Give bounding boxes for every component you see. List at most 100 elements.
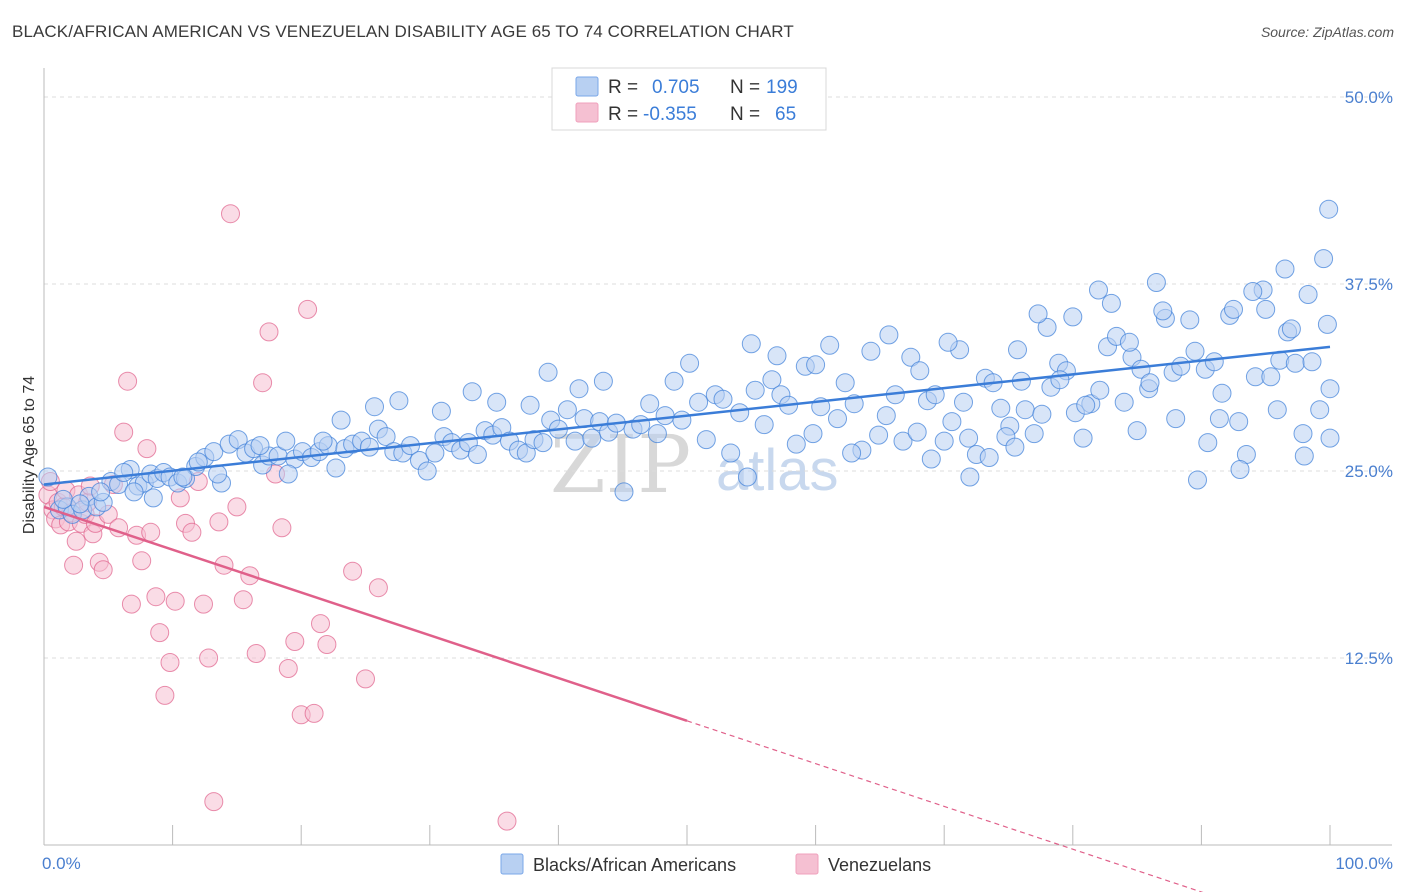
black-african-american-point <box>640 394 660 414</box>
black-african-american-point <box>786 434 806 454</box>
black-african-american-point <box>359 437 379 457</box>
black-african-american-point <box>1127 421 1147 441</box>
chart-title: BLACK/AFRICAN AMERICAN VS VENEZUELAN DIS… <box>12 22 794 41</box>
venezuelan-point <box>285 632 305 651</box>
black-african-american-point <box>557 400 577 420</box>
venezuelan-point <box>368 578 388 598</box>
venezuelan-point <box>259 322 279 342</box>
venezuelan-point <box>155 685 175 705</box>
black-african-american-point <box>835 373 855 393</box>
black-african-american-point <box>1114 392 1134 412</box>
black-african-american-point <box>1028 304 1048 324</box>
black-african-american-point <box>538 362 558 382</box>
venezuelan-point <box>118 371 138 391</box>
venezuelan-point <box>253 373 273 393</box>
black-african-american-point <box>533 433 553 453</box>
black-african-american-point <box>1050 370 1070 390</box>
black-african-american-point <box>1294 446 1314 466</box>
regression-line-blacks <box>43 345 1331 486</box>
black-african-american-point <box>991 398 1011 418</box>
venezuelan-point <box>246 644 266 663</box>
black-african-american-point <box>1256 299 1276 319</box>
black-african-american-point <box>365 397 384 417</box>
venezuelan-point <box>311 614 330 634</box>
venezuelan-point <box>497 811 517 831</box>
black-african-american-point <box>1024 424 1044 444</box>
venezuelan-point <box>272 518 292 538</box>
black-african-american-point <box>907 422 927 442</box>
source-credit: Source: ZipAtlas.com <box>1260 24 1394 40</box>
black-african-american-point <box>1171 356 1191 376</box>
black-african-american-point <box>1320 428 1340 448</box>
black-african-american-point <box>655 406 675 426</box>
black-african-american-point <box>1209 409 1229 429</box>
black-african-american-point <box>672 410 692 430</box>
black-african-american-point <box>1015 400 1035 420</box>
black-african-american-point <box>1285 353 1305 373</box>
black-african-american-point <box>1166 409 1186 429</box>
legend-r-value-2: -0.355 <box>643 104 697 125</box>
black-african-american-point <box>593 371 613 391</box>
venezuelan-point <box>343 561 363 581</box>
black-african-american-point <box>582 428 602 448</box>
legend-n-value-1: 199 <box>766 77 798 98</box>
venezuelan-point <box>227 497 247 517</box>
venezuelan-point <box>66 531 86 551</box>
black-african-american-point <box>921 449 941 469</box>
black-african-american-point <box>828 409 847 429</box>
bottom-legend-label-venezuelans: Venezuelans <box>828 855 931 875</box>
venezuelan-point <box>356 669 375 689</box>
bottom-legend-label-blacks: Blacks/African Americans <box>533 855 736 875</box>
venezuelan-point <box>214 555 234 575</box>
venezuelan-point <box>121 594 141 614</box>
venezuelan-point <box>160 653 180 672</box>
venezuelan-point <box>114 422 134 442</box>
black-african-american-point <box>1198 433 1218 453</box>
black-african-american-point <box>1243 282 1263 301</box>
x-tick-label: 100.0% <box>1335 854 1393 873</box>
black-african-american-point <box>938 332 958 352</box>
black-african-american-point <box>143 488 163 508</box>
black-african-american-point <box>1063 307 1083 327</box>
black-african-american-point <box>1275 259 1295 279</box>
y-tick-label: 12.5% <box>1345 649 1393 668</box>
black-african-american-point <box>960 467 980 487</box>
black-african-american-point <box>331 410 351 430</box>
black-african-american-point <box>631 415 651 435</box>
black-african-american-point <box>1032 404 1052 424</box>
black-african-american-point <box>326 458 346 478</box>
legend-r-label-1: R = <box>608 77 638 98</box>
black-african-american-point <box>376 427 396 447</box>
black-african-american-point <box>114 463 134 482</box>
black-african-american-point <box>1204 352 1224 372</box>
black-african-american-point <box>389 391 409 411</box>
black-african-american-point <box>696 430 716 450</box>
legend-n-value-2: 65 <box>775 104 796 125</box>
black-african-american-point <box>1037 317 1057 337</box>
black-african-american-point <box>1076 395 1096 415</box>
black-african-american-point <box>313 431 333 451</box>
black-african-american-point <box>934 431 954 451</box>
black-african-american-point <box>1131 359 1151 379</box>
black-african-american-point <box>1320 379 1340 399</box>
black-african-american-point <box>879 325 899 345</box>
venezuelan-point <box>204 792 224 812</box>
black-african-american-point <box>737 467 757 487</box>
black-african-american-point <box>954 392 973 412</box>
y-tick-label: 25.0% <box>1345 462 1393 481</box>
black-african-american-point <box>869 425 889 445</box>
black-african-american-point <box>431 401 451 421</box>
black-african-american-point <box>730 403 750 423</box>
black-african-american-point <box>959 428 979 448</box>
black-african-american-point <box>569 379 589 399</box>
black-african-american-point <box>741 334 761 354</box>
black-african-american-point <box>806 355 826 375</box>
black-african-american-point <box>754 415 774 435</box>
venezuelan-point <box>132 551 152 571</box>
black-african-american-point <box>38 467 58 487</box>
black-african-american-point <box>1185 341 1205 361</box>
black-african-american-point <box>1180 310 1200 330</box>
black-african-american-point <box>1314 249 1334 269</box>
venezuelan-points <box>38 204 517 831</box>
